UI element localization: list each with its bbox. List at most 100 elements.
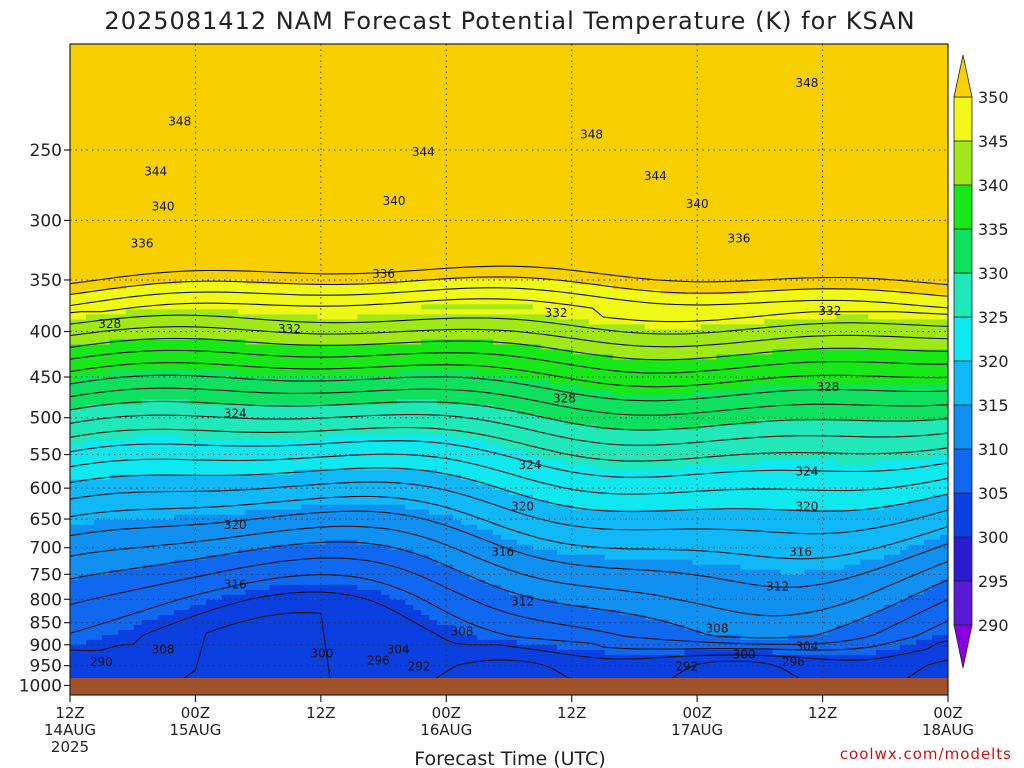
contour-label: 316	[491, 545, 514, 559]
colorbar-tick-label: 335	[978, 220, 1009, 239]
x-tick-label: 15AUG	[169, 721, 221, 739]
shaded-cell	[612, 284, 948, 290]
shaded-cell	[70, 159, 948, 165]
shaded-cell	[644, 324, 702, 331]
shaded-cell	[421, 339, 494, 346]
shaded-cell	[70, 624, 135, 631]
shaded-cell	[516, 374, 948, 381]
y-tick-label: 900	[30, 636, 62, 656]
shaded-cell	[189, 604, 414, 611]
y-tick-label: 450	[30, 368, 62, 388]
shaded-cell	[70, 664, 948, 671]
shaded-cell	[612, 354, 718, 361]
contour-label-text: 316	[224, 578, 247, 592]
shaded-cell	[405, 504, 574, 511]
contour-label-text: 320	[511, 499, 534, 513]
contour-label: 344	[144, 165, 167, 179]
shaded-cell	[70, 44, 948, 50]
shaded-cell	[70, 584, 271, 591]
x-tick-label: 18AUG	[922, 721, 974, 739]
contour-316	[70, 495, 948, 560]
contour-label: 324	[518, 458, 541, 472]
shaded-cell	[501, 584, 933, 591]
shaded-cell	[317, 314, 358, 321]
shaded-cell	[205, 599, 406, 606]
shaded-cell	[421, 609, 622, 616]
colorbar-tick-label: 295	[978, 572, 1009, 591]
shaded-cell	[70, 229, 948, 235]
contour-label-text: 348	[168, 115, 191, 129]
shaded-cell	[181, 434, 327, 441]
shaded-cell	[684, 464, 948, 471]
shaded-cell	[70, 499, 550, 506]
contour-318	[70, 481, 948, 535]
contour-label-text: 308	[152, 643, 175, 657]
colorbar-segment	[953, 492, 973, 538]
shaded-cell	[556, 599, 901, 606]
shaded-cell	[70, 104, 948, 110]
shaded-cell	[548, 499, 909, 506]
shaded-cell	[844, 564, 948, 571]
shaded-cell	[70, 439, 87, 446]
shaded-cell	[884, 604, 948, 611]
shaded-cell	[588, 604, 885, 611]
shaded-cell	[493, 339, 948, 346]
shaded-cell	[940, 534, 948, 541]
shaded-cell	[493, 484, 948, 491]
contour-label-text: 324	[518, 458, 541, 472]
shaded-cell	[70, 89, 948, 95]
shaded-cell	[70, 509, 247, 516]
shaded-cell	[70, 379, 550, 386]
shaded-cell	[70, 269, 948, 275]
shaded-cell	[77, 574, 470, 581]
x-tick-label: 17AUG	[671, 721, 723, 739]
shaded-cell	[173, 514, 454, 521]
contour-348	[70, 287, 948, 309]
shaded-cell	[932, 494, 948, 501]
contour-328	[70, 413, 948, 446]
colorbar-tick-label: 300	[978, 528, 1009, 547]
contour-label-text: 340	[383, 194, 406, 208]
contour-310	[70, 541, 948, 639]
contour-label: 292	[408, 660, 431, 674]
shaded-cell	[604, 649, 686, 656]
shaded-cell	[916, 639, 948, 646]
shaded-cell	[70, 409, 518, 416]
shaded-cell	[70, 474, 111, 481]
shaded-cell	[70, 179, 948, 185]
shaded-cell	[700, 324, 948, 331]
shaded-cell	[684, 624, 837, 631]
x-tick-label: 00Z	[432, 704, 461, 722]
shaded-cell	[884, 504, 948, 511]
x-tick-label: 12Z	[306, 704, 335, 722]
shaded-cell	[70, 364, 948, 371]
shaded-cell	[70, 84, 948, 90]
contour-336	[70, 362, 948, 388]
shaded-cell	[70, 204, 948, 210]
x-tick-label: 12Z	[557, 704, 586, 722]
shaded-cell	[70, 494, 534, 501]
contour-label: 340	[686, 197, 709, 211]
shaded-cell	[70, 234, 948, 240]
contour-label: 304	[387, 643, 410, 657]
ground-surface	[70, 678, 948, 695]
shaded-cell	[70, 129, 948, 135]
colorbar-segment	[953, 272, 973, 318]
contour-326	[70, 426, 948, 462]
shaded-cell	[109, 369, 239, 376]
shaded-cell	[70, 504, 303, 511]
x-tick-label: 14AUG	[44, 721, 96, 739]
y-tick-label: 750	[30, 565, 62, 585]
shaded-cell	[70, 669, 948, 676]
shaded-cell	[70, 464, 598, 471]
shaded-cell	[70, 334, 948, 341]
contour-344	[70, 314, 948, 335]
shaded-cell	[564, 459, 758, 466]
shaded-cell	[580, 384, 750, 391]
shaded-cell	[70, 564, 143, 571]
shaded-cell	[85, 289, 662, 295]
shaded-cell	[70, 479, 478, 486]
shaded-cell	[70, 69, 948, 75]
shaded-cell	[109, 339, 247, 346]
y-tick-label: 800	[30, 590, 62, 610]
